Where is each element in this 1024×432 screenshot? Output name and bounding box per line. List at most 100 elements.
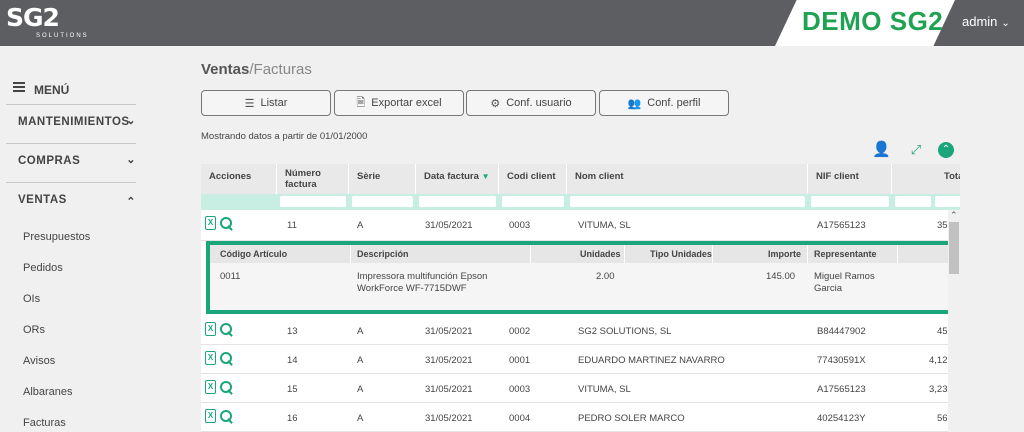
cell-nom: PEDRO SOLER MARCO [578, 413, 685, 424]
header-data-factura[interactable]: Data factura ▼ [416, 164, 499, 194]
user-settings-icon[interactable]: 👤 [872, 141, 891, 158]
sidebar-item-ois[interactable]: OIs [23, 293, 41, 305]
detail-divider [807, 245, 808, 263]
sidebar-section-mantenimientos[interactable]: MANTENIMIENTOS ⌄ [6, 104, 136, 136]
filter-input-numero[interactable] [280, 196, 346, 207]
chevron-down-icon: ⌄ [126, 115, 136, 127]
gear-icon: ⚙ [490, 97, 501, 110]
sidebar-item-avisos[interactable]: Avisos [23, 355, 56, 367]
row-actions: X [205, 216, 233, 230]
detail-divider [897, 245, 898, 263]
header-serie[interactable]: Sèrie [349, 164, 416, 194]
logo-subtext: SOLUTIONS [36, 33, 89, 39]
conf-usuario-button[interactable]: ⚙ Conf. usuario [466, 90, 596, 116]
cell-serie: A [357, 413, 364, 424]
search-icon[interactable] [219, 409, 233, 423]
section-label: COMPRAS [18, 155, 81, 167]
conf-perfil-button[interactable]: 👥 Conf. perfil [599, 90, 729, 116]
table-row[interactable]: X 13 A 31/05/2021 0002 SG2 SOLUTIONS, SL… [201, 316, 960, 345]
table-row[interactable]: X 11 A 31/05/2021 0003 VITUMA, SL A17565… [201, 210, 960, 241]
sort-desc-icon: ▼ [481, 172, 490, 181]
menu-toggle[interactable]: MENÚ [13, 80, 69, 97]
cell-nif: B84447902 [817, 326, 866, 337]
sidebar-item-pedidos[interactable]: Pedidos [23, 262, 63, 274]
cell-numero: 15 [287, 384, 298, 395]
header-nif-client[interactable]: NIF client [808, 164, 892, 194]
search-icon[interactable] [219, 322, 233, 336]
header-nom-client[interactable]: Nom client [567, 164, 808, 194]
filter-input-nom[interactable] [570, 196, 805, 207]
detail-desc-line: WorkForce WF-7715DWF [357, 283, 467, 294]
detail-importe: 145.00 [766, 271, 796, 282]
cell-nom: VITUMA, SL [578, 220, 631, 231]
header-numero-factura[interactable]: Número factura [277, 164, 349, 194]
cell-numero: 14 [287, 355, 298, 366]
cell-codi: 0002 [509, 326, 531, 337]
table-scrollbar[interactable]: ⌃ [948, 210, 960, 432]
cell-total: 45 [937, 326, 948, 337]
list-icon: ☰ [244, 97, 255, 110]
table-row[interactable]: X 16 A 31/05/2021 0004 PEDRO SOLER MARCO… [201, 403, 960, 432]
scrollbar-thumb[interactable] [949, 222, 959, 274]
row-actions: X [205, 351, 233, 365]
sidebar-item-facturas[interactable]: Facturas [23, 417, 66, 429]
collapse-up-icon[interactable]: ⌃ [938, 142, 954, 158]
detail-header-representante: Representante [814, 249, 877, 259]
expand-icon[interactable]: ⤢ [910, 142, 922, 157]
table-row[interactable]: X 14 A 31/05/2021 0001 EDUARDO MARTINEZ … [201, 345, 960, 374]
row-actions: X [205, 380, 233, 394]
header-total[interactable]: Tota [892, 164, 960, 194]
filter-input-codi[interactable] [502, 196, 564, 207]
export-excel-button[interactable]: 🗎 Exportar excel [334, 90, 464, 116]
top-bar: SG2 SOLUTIONS DEMO SG2 admin ⌄ [0, 0, 1024, 46]
sg2-logo[interactable]: SG2 SOLUTIONS [6, 5, 98, 41]
cell-serie: A [357, 326, 364, 337]
detail-rep-line: Garcia [814, 283, 842, 294]
excel-icon[interactable]: X [205, 322, 216, 336]
cell-total: 4,12 [929, 355, 948, 366]
search-icon[interactable] [219, 351, 233, 365]
excel-icon[interactable]: X [205, 216, 216, 230]
table-row[interactable]: X 15 A 31/05/2021 0003 VITUMA, SL A17565… [201, 374, 960, 403]
row-actions: X [205, 409, 233, 423]
sidebar-section-compras[interactable]: COMPRAS ⌄ [6, 143, 136, 175]
sidebar-item-ors[interactable]: ORs [23, 324, 45, 336]
excel-icon[interactable]: X [205, 380, 216, 394]
search-icon[interactable] [219, 216, 233, 230]
info-text: Mostrando datos a partir de 01/01/2000 [201, 131, 368, 142]
scroll-up-icon[interactable]: ⌃ [950, 210, 958, 220]
detail-header-descripcion: Descripción [357, 249, 409, 259]
filter-input-nif[interactable] [811, 196, 889, 207]
users-gear-icon: 👥 [627, 97, 642, 110]
detail-header-importe: Importe [768, 249, 802, 259]
filter-input-data[interactable] [419, 196, 496, 207]
cell-codi: 0001 [509, 355, 531, 366]
sidebar-item-presupuestos[interactable]: Presupuestos [23, 231, 91, 243]
filter-input-total[interactable] [935, 196, 960, 207]
user-menu[interactable]: admin ⌄ [962, 14, 1010, 29]
detail-rep-line: Miguel Ramos [814, 271, 875, 282]
breadcrumb-section[interactable]: Ventas [201, 61, 250, 78]
filter-input-extra[interactable] [895, 196, 931, 207]
cell-nom: SG2 SOLUTIONS, SL [578, 326, 672, 337]
cell-data: 31/05/2021 [425, 326, 473, 337]
cell-data: 31/05/2021 [425, 220, 473, 231]
sidebar-item-albaranes[interactable]: Albaranes [23, 386, 73, 398]
breadcrumb: Ventas/Facturas [201, 61, 312, 78]
detail-header: Código Artículo Descripción Unidades Tip… [210, 245, 960, 263]
excel-icon[interactable]: X [205, 409, 216, 423]
cell-codi: 0003 [509, 384, 531, 395]
filter-input-serie[interactable] [352, 196, 413, 207]
sidebar-section-ventas[interactable]: VENTAS ⌃ [6, 182, 136, 214]
cell-total: 3,23 [929, 384, 948, 395]
detail-codigo: 0011 [220, 271, 241, 282]
listar-button[interactable]: ☰ Listar [201, 90, 331, 116]
button-label: Exportar excel [371, 97, 442, 109]
detail-header-codigo: Código Artículo [220, 249, 288, 259]
header-codi-client[interactable]: Codi client [499, 164, 567, 194]
excel-icon[interactable]: X [205, 351, 216, 365]
cell-numero: 11 [287, 220, 297, 231]
detail-descripcion: Impressora multifunción Epson WorkForce W… [357, 271, 487, 295]
cell-nom: VITUMA, SL [578, 384, 631, 395]
search-icon[interactable] [219, 380, 233, 394]
